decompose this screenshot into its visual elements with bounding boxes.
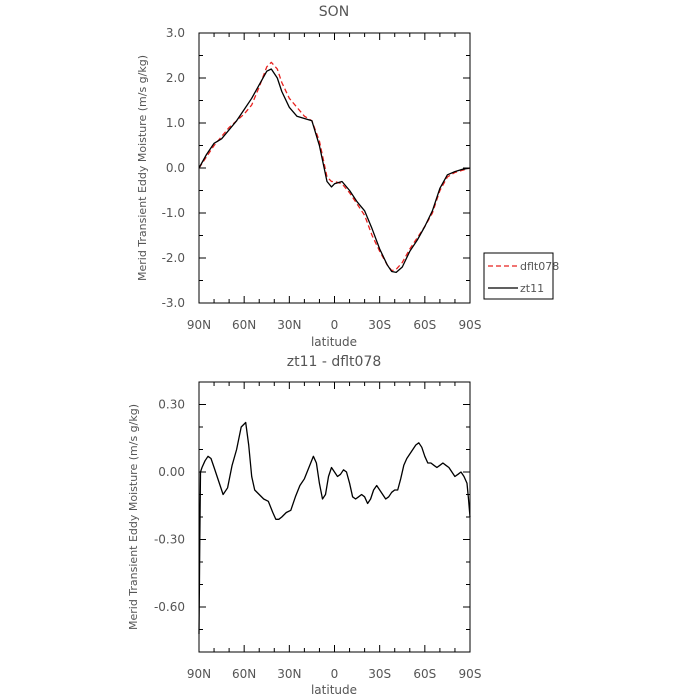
x-tick-label: 30N [277, 667, 301, 681]
chart-difference: zt11 - dflt078 Merid Transient Eddy Mois… [127, 354, 481, 697]
x-tick-label: 30S [368, 667, 391, 681]
y-tick-label: -0.30 [154, 533, 185, 547]
x-tick-label: 0 [331, 667, 339, 681]
y-tick-label: -0.60 [154, 600, 185, 614]
y-axis-label: Merid Transient Eddy Moisture (m/s g/kg) [127, 404, 140, 630]
y-axis-label: Merid Transient Eddy Moisture (m/s g/kg) [136, 55, 149, 281]
x-tick-label: 30S [368, 318, 391, 332]
legend-box [483, 252, 554, 300]
y-tick-label: 2.0 [166, 71, 185, 85]
x-tick-label: 90N [187, 318, 211, 332]
plot-frame [198, 381, 471, 653]
series-layer [198, 61, 471, 274]
x-tick-label: 60N [232, 318, 256, 332]
chart-title: zt11 - dflt078 [287, 354, 382, 370]
y-tick-label: 3.0 [166, 26, 185, 40]
plot-frame [198, 32, 471, 304]
legend-label-dflt078: dflt078 [520, 260, 559, 273]
x-tick-label: 90N [187, 667, 211, 681]
chart-title: SON [319, 4, 349, 20]
x-tick-label: 90S [459, 318, 482, 332]
series-line-zt11 [198, 68, 471, 274]
x-axis-label: latitude [311, 683, 357, 697]
x-tick-label: 60N [232, 667, 256, 681]
series-line-dflt078 [198, 61, 471, 272]
x-axis-label: latitude [311, 335, 357, 349]
y-tick-label: 0.00 [158, 465, 185, 479]
y-tick-label: -2.0 [162, 251, 185, 265]
tick-layer: 90N 60N 30N 0 30S 60S 90S 0.30 0.00 -0.30 -0.60 [154, 381, 482, 681]
x-tick-label: 90S [459, 667, 482, 681]
x-tick-label: 60S [413, 667, 436, 681]
tick-layer: 90N 60N 30N 0 30S 60S 90S 3.0 2.0 1.0 0.0 -1.0 -2.0 -… [162, 26, 482, 332]
series-line-diff-0 [198, 421, 471, 635]
legend: dflt078 zt11 [483, 252, 559, 300]
series-layer [198, 421, 471, 635]
x-tick-label: 0 [331, 318, 339, 332]
y-tick-label: -3.0 [162, 296, 185, 310]
y-tick-label: 1.0 [166, 116, 185, 130]
y-tick-label: 0.30 [158, 398, 185, 412]
x-tick-label: 30N [277, 318, 301, 332]
y-tick-label: -1.0 [162, 206, 185, 220]
y-tick-label: 0.0 [166, 161, 185, 175]
chart-son: SON Merid Transient Eddy Moisture (m/s g… [136, 4, 559, 349]
legend-label-zt11: zt11 [520, 282, 544, 295]
x-tick-label: 60S [413, 318, 436, 332]
